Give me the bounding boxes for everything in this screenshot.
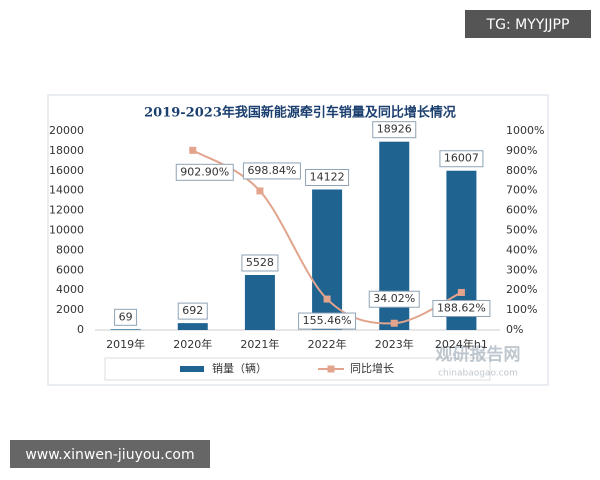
y2-tick-label: 1000% — [506, 124, 544, 137]
data-label: 5528 — [246, 256, 274, 269]
label-box — [432, 299, 491, 317]
legend-label: 销量（辆） — [212, 361, 267, 375]
data-label: 188.62% — [437, 301, 486, 314]
label-box — [368, 290, 420, 308]
x-tick-label: 2019年 — [106, 337, 145, 351]
line-marker — [256, 187, 264, 195]
y-tick-label: 18000 — [49, 144, 84, 157]
data-label: 698.84% — [247, 164, 296, 177]
label-box — [242, 162, 301, 180]
y2-tick-label: 400% — [506, 243, 537, 256]
y-tick-label: 0 — [77, 323, 84, 336]
label-box — [298, 312, 357, 330]
watermark-brand: 观研报告网 — [435, 344, 521, 365]
label-box — [114, 308, 138, 326]
y2-tick-label: 500% — [506, 224, 537, 237]
bar — [110, 329, 141, 330]
x-tick-label: 2020年 — [173, 337, 212, 351]
label-box — [305, 168, 350, 186]
x-tick-label: 2024年h1 — [435, 337, 488, 351]
line — [192, 149, 462, 325]
data-label: 34.02% — [373, 292, 415, 305]
y2-tick-label: 200% — [506, 283, 537, 296]
line-marker — [189, 146, 197, 154]
x-tick-label: 2021年 — [240, 337, 279, 351]
y-tick-label: 12000 — [49, 204, 84, 217]
label-box — [241, 254, 279, 272]
site-box — [10, 440, 210, 468]
y2-tick-label: 600% — [506, 204, 537, 217]
bar — [177, 323, 208, 330]
legend-marker — [327, 365, 335, 373]
y-tick-label: 20000 — [49, 124, 84, 137]
data-label: 14122 — [310, 170, 345, 183]
data-label: 16007 — [444, 152, 479, 165]
y2-tick-label: 300% — [506, 263, 537, 276]
watermark-url: chinabaogao.com — [438, 369, 518, 379]
tag-text: TG: MYYJJPP — [486, 17, 570, 33]
y-tick-label: 4000 — [56, 283, 84, 296]
watermark: 观研报告网 chinabaogao.com — [435, 344, 521, 379]
data-label: 902.90% — [180, 165, 229, 178]
y-tick-label: 8000 — [56, 243, 84, 256]
x-tick-label: 2022年 — [308, 337, 347, 351]
legend-box — [104, 357, 491, 381]
legend-label: 同比增长 — [350, 361, 394, 375]
line-marker — [390, 319, 398, 327]
y2-tick-label: 900% — [506, 144, 537, 157]
y-tick-label: 2000 — [56, 303, 84, 316]
tag-box — [465, 10, 591, 38]
bar — [244, 274, 275, 330]
x-tick-label: 2023年 — [375, 337, 414, 351]
y2-tick-label: 0% — [506, 323, 523, 336]
y-tick-label: 6000 — [56, 263, 84, 276]
label-box — [372, 121, 417, 139]
y-tick-label: 10000 — [49, 224, 84, 237]
data-label: 69 — [119, 310, 133, 323]
legend-swatch — [180, 366, 204, 372]
label-box — [177, 302, 208, 320]
y-tick-label: 14000 — [49, 184, 84, 197]
label-box — [439, 150, 484, 168]
label-box — [175, 163, 234, 181]
y-tick-label: 16000 — [49, 164, 84, 177]
y2-tick-label: 100% — [506, 303, 537, 316]
site-text: www.xinwen-jiuyou.com — [25, 447, 194, 463]
line-marker — [323, 295, 331, 303]
data-label: 692 — [182, 304, 203, 317]
data-label: 18926 — [377, 123, 412, 136]
y2-tick-label: 700% — [506, 184, 537, 197]
data-label: 155.46% — [303, 314, 352, 327]
y2-tick-label: 800% — [506, 164, 537, 177]
line-marker — [457, 288, 465, 296]
chart-title: 2019-2023年我国新能源牵引车销量及同比增长情况 — [144, 105, 456, 121]
